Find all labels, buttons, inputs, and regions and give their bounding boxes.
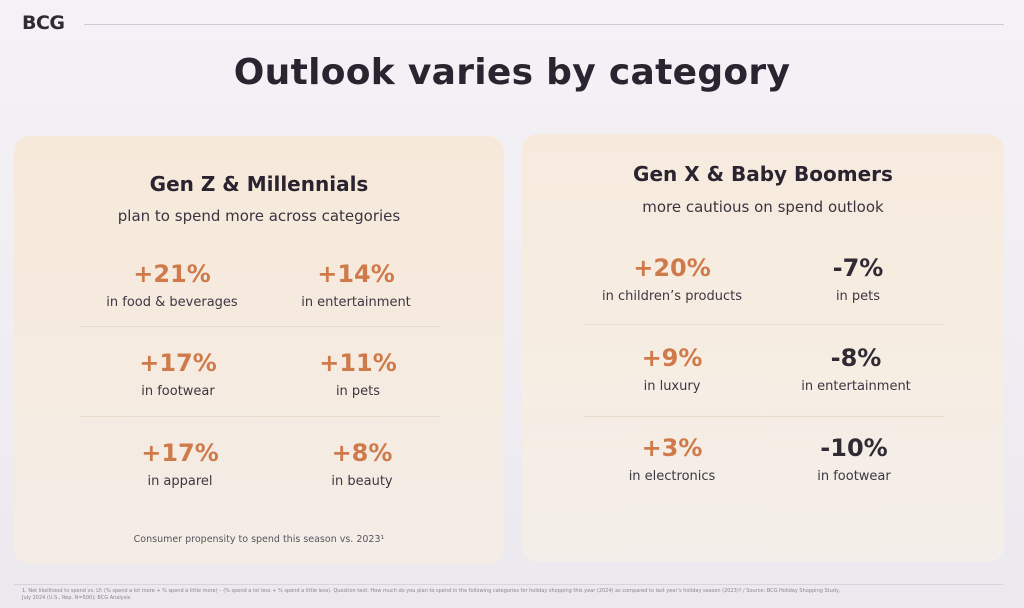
stat-value: +9% xyxy=(641,344,703,372)
panel-title: Gen Z & Millennials xyxy=(149,172,369,196)
stat-value: +20% xyxy=(633,254,711,282)
stat-cell: -10% in footwear xyxy=(754,434,954,484)
panel-subtitle: more cautious on spend outlook xyxy=(642,198,884,216)
stat-cell: +8% in beauty xyxy=(262,439,462,489)
stat-cell: +11% in pets xyxy=(258,349,458,399)
stat-value: +14% xyxy=(317,260,395,288)
stat-cell: +14% in entertainment xyxy=(256,260,456,310)
stat-label: in luxury xyxy=(643,379,701,394)
stat-value: +11% xyxy=(319,349,397,377)
panel-footnote: Consumer propensity to spend this season… xyxy=(133,534,385,545)
header-rule xyxy=(84,24,1004,25)
stat-label: in food & beverages xyxy=(106,295,238,310)
stat-value: +17% xyxy=(139,349,217,377)
stat-cell: +17% in apparel xyxy=(80,439,280,489)
stat-value: -8% xyxy=(830,344,882,372)
page-title: Outlook varies by category xyxy=(233,52,791,93)
stat-value: -10% xyxy=(820,434,888,462)
stat-cell: +3% in electronics xyxy=(572,434,772,484)
bcg-logo: BCG xyxy=(22,12,65,34)
stat-value: +8% xyxy=(331,439,393,467)
panel-subtitle: plan to spend more across categories xyxy=(117,207,401,225)
stat-label: in footwear xyxy=(817,469,891,484)
gen-z-millennials-panel: Gen Z & Millennials plan to spend more a… xyxy=(14,136,504,564)
stat-cell: -8% in entertainment xyxy=(756,344,956,394)
panel-title: Gen X & Baby Boomers xyxy=(633,162,893,186)
source-note: 1. Net likelihood to spend vs. LY: (% sp… xyxy=(22,588,982,602)
stat-value: +17% xyxy=(141,439,219,467)
stat-label: in electronics xyxy=(628,469,716,484)
stat-cell: +9% in luxury xyxy=(572,344,772,394)
row-divider xyxy=(584,416,944,417)
row-divider xyxy=(80,416,440,417)
stat-value: +21% xyxy=(133,260,211,288)
stat-label: in footwear xyxy=(141,384,215,399)
stat-value: -7% xyxy=(832,254,884,282)
row-divider xyxy=(80,326,440,327)
row-divider xyxy=(584,324,944,325)
stat-cell: +20% in children’s products xyxy=(572,254,772,304)
stat-cell: -7% in pets xyxy=(758,254,958,304)
source-line: 1. Net likelihood to spend vs. LY: (% sp… xyxy=(22,588,841,594)
stat-cell: +17% in footwear xyxy=(78,349,278,399)
footer-rule xyxy=(14,584,1004,585)
stat-label: in entertainment xyxy=(801,379,911,394)
source-line: July 2024 (U.S., Rep. N=500); BCG Analys… xyxy=(22,595,131,601)
stat-label: in pets xyxy=(835,289,881,304)
stat-label: in pets xyxy=(335,384,381,399)
gen-x-boomers-panel: Gen X & Baby Boomers more cautious on sp… xyxy=(522,134,1004,562)
stat-cell: +21% in food & beverages xyxy=(72,260,272,310)
stat-value: +3% xyxy=(641,434,703,462)
stat-label: in children’s products xyxy=(602,289,742,304)
stat-label: in entertainment xyxy=(301,295,411,310)
stat-label: in apparel xyxy=(147,474,213,489)
stat-label: in beauty xyxy=(331,474,393,489)
